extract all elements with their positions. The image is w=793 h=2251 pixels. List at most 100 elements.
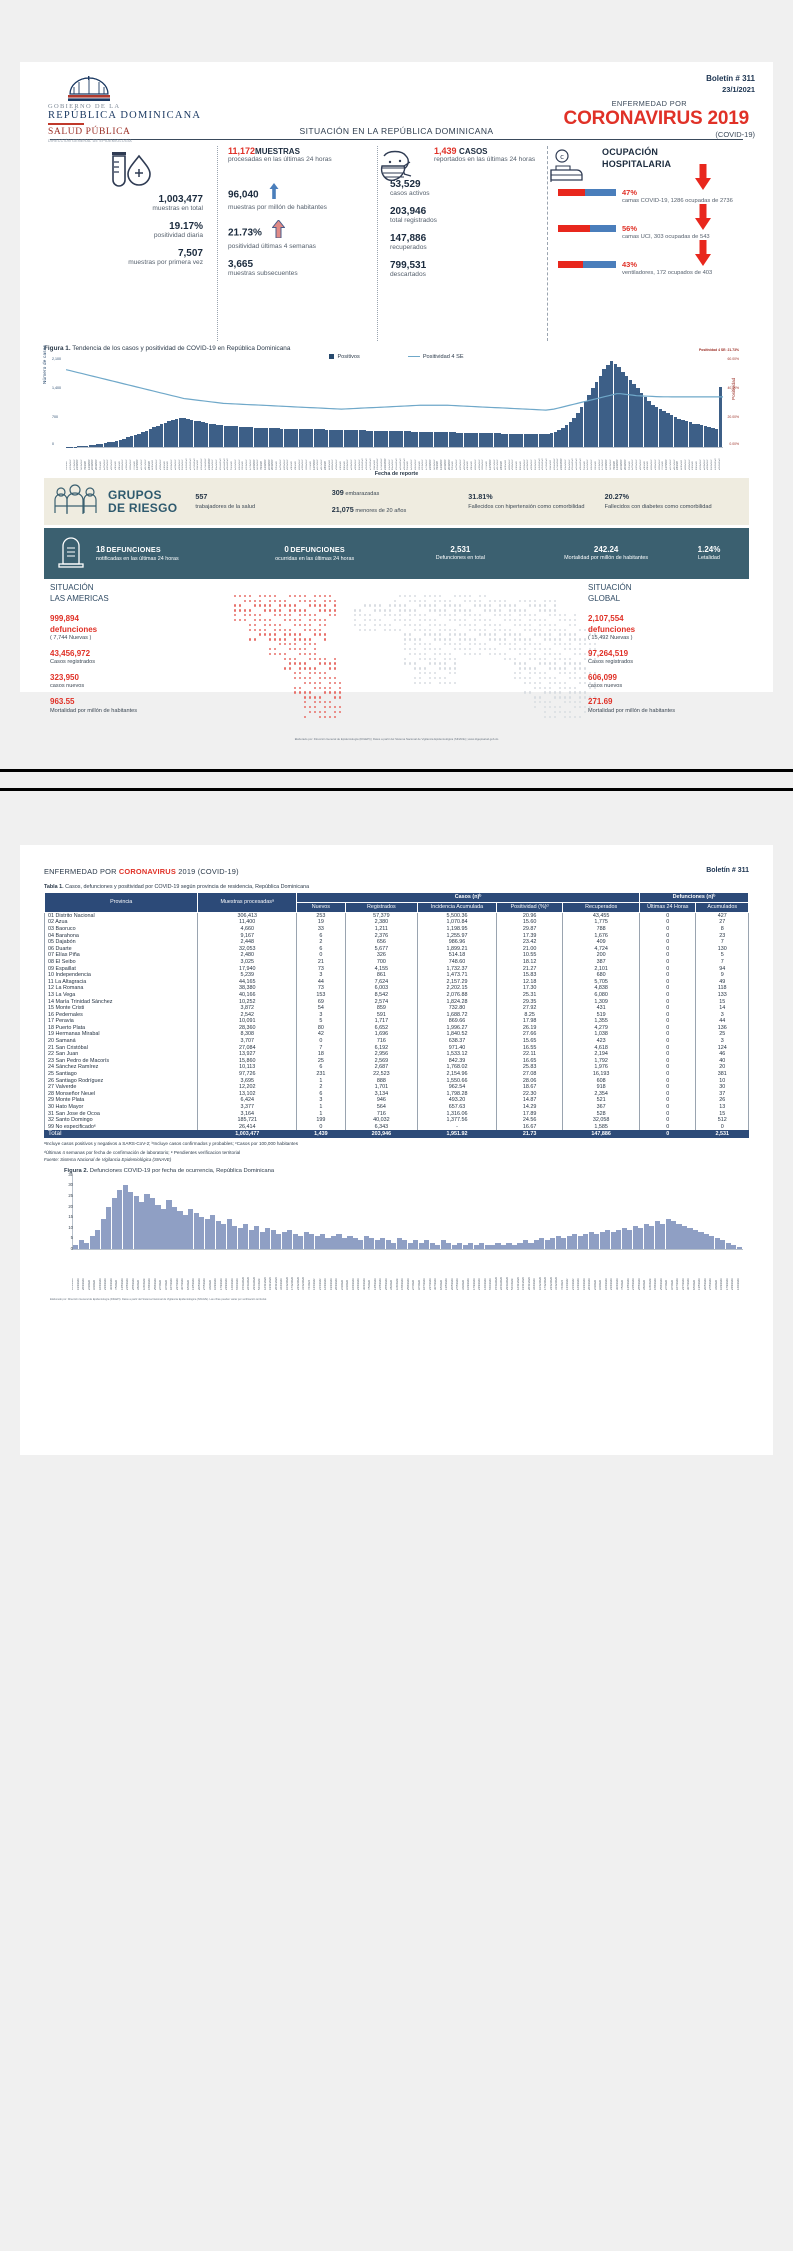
cell-provincia: 28 Monseñor Neuel	[43, 1090, 199, 1098]
table-group-header-row: Provincia Muestras procesadasᵃ Casos (n)…	[43, 892, 749, 913]
stats-column-cases: 1,439 CASOS reportados en las últimas 24…	[377, 146, 547, 341]
cell-value: 0	[638, 1103, 697, 1111]
table-row: 26 Santiago Rodríguez 3,695 1 888 1,550.66 28…	[43, 1077, 749, 1084]
cell-value: 40,032	[344, 1116, 419, 1124]
cases-unit: CASOS	[459, 147, 488, 156]
occupancy-label: camas UCI, 303 ocupadas de 543	[622, 234, 710, 241]
page2-bulletin: Boletín # 311	[706, 867, 749, 874]
cell-provincia: 08 El Seibo	[43, 958, 199, 966]
ytick: 0	[52, 442, 54, 446]
cell-value: 12.18	[495, 978, 564, 986]
table-row: 24 Sánchez Ramírez 10,113 6 2,687 1,768.02 25…	[43, 1064, 749, 1071]
cell-value: 1,473.71	[417, 971, 497, 979]
legend-item-positivos: Positivos	[329, 354, 360, 360]
risk-group-hypertension: 31.81% Fallecidos con hipertensión como c…	[468, 492, 585, 510]
cell-value: 0	[638, 978, 697, 986]
figure2-yaxis: 35 30 25 20 15 10 5 0	[59, 1172, 73, 1251]
cell-value: 0	[638, 1004, 697, 1012]
cell-value: 6,652	[344, 1024, 419, 1032]
figure2-caption: Figura 2. Defunciones COVID-19 por fecha…	[64, 1167, 275, 1174]
cell-value: 0	[638, 1123, 697, 1131]
cell-value: 1,070.84	[417, 919, 497, 926]
cell-provincia: 26 Santiago Rodríguez	[43, 1077, 199, 1084]
cases-count: 1,439	[434, 146, 457, 156]
cell-value: 5	[695, 952, 749, 959]
table-header-row: Nuevos Registrados Incidencia Acumulada …	[45, 901, 749, 913]
cell-value: 17.30	[495, 985, 564, 992]
cell-value: 859	[344, 1004, 419, 1012]
americas-mortality: 963.55 Mortalidad por millón de habitant…	[50, 697, 138, 714]
cell-provincia: 14 María Trinidad Sánchez	[43, 998, 199, 1005]
cell-value: 1,198.95	[417, 925, 497, 933]
cell-value: 0	[638, 1031, 697, 1038]
stat-value: 203,946	[390, 205, 427, 217]
cell-value: 136	[695, 1024, 749, 1032]
cell-value: 2,574	[344, 998, 419, 1005]
cell-value: 0	[638, 945, 697, 953]
cell-provincia: 29 Monte Plata	[43, 1097, 199, 1104]
ytick: 0	[70, 1245, 73, 1251]
cell-provincia: 22 San Juan	[43, 1050, 199, 1058]
cell-value: 0	[638, 958, 697, 966]
cell-value: 1,792	[562, 1057, 640, 1065]
cell-value: 2,202.15	[417, 985, 497, 992]
stats-column-hospital: c OCUPACIÓN HOSPITALARIA 47% camas	[547, 146, 747, 341]
cell-value: 4,838	[562, 985, 640, 992]
ytick-right: 0.00%	[729, 442, 739, 446]
figure1-ylabel: Número de casos	[42, 344, 47, 384]
page2-title: ENFERMEDAD POR CORONAVIRUS 2019 (COVID-1…	[44, 867, 239, 876]
logo-line-2: REPÚBLICA DOMINICANA	[48, 110, 202, 121]
cell-value: 2,101	[562, 965, 640, 972]
table-row: 03 Baoruco 4,660 33 1,211 1,198.95 29.87 788 0 8	[43, 925, 749, 933]
cell-value: 27,084	[197, 1044, 298, 1051]
cell-value: 10.55	[495, 952, 564, 959]
cell-value: 3,164	[197, 1110, 298, 1117]
cell-value: 971.40	[417, 1044, 497, 1051]
ytick-right: 20.00%	[727, 415, 740, 419]
cell-value: 69	[296, 998, 346, 1005]
arrow-up-red-icon	[271, 218, 286, 243]
cell-value: 2,157.29	[417, 978, 497, 986]
table-row: 06 Duarte 32,053 6 5,677 1,899.21 21.00 4,724 0…	[43, 945, 749, 953]
cell-value: 27.92	[495, 1004, 564, 1012]
cell-value: 18.12	[495, 958, 564, 966]
cell-value: -	[417, 1123, 497, 1131]
cell-value: 0	[638, 985, 697, 992]
cases-headline: 1,439 CASOS reportados en las últimas 24…	[434, 146, 547, 165]
masked-face-icon	[374, 148, 418, 195]
cell-value: 1,732.37	[417, 965, 497, 972]
cell-value: 1,696	[344, 1031, 419, 1038]
cell-value: 28,360	[197, 1024, 298, 1032]
cell-value: 1	[296, 1103, 346, 1111]
covid-label: (COVID-19)	[715, 130, 755, 139]
table-row: 18 Puerto Plata 28,360 80 6,652 1,996.27 26.1…	[43, 1024, 749, 1032]
cell-value: 44	[296, 978, 346, 986]
th-acumulados: Acumulados	[695, 901, 749, 913]
cell-value: 33	[296, 925, 346, 933]
bulletin-number: Boletín # 311	[706, 74, 755, 83]
figure1-xlabel: Fecha de reporte	[374, 471, 419, 477]
cell-value: 25	[296, 1057, 346, 1065]
th-group-casos: Casos (n)ᵇ	[296, 892, 640, 903]
figure1-bars	[66, 359, 723, 447]
table-body: 01 Distrito Nacional 306,413 253 57,379 5,50…	[43, 912, 749, 1138]
cell-value: 732.80	[417, 1004, 497, 1012]
cell-value: 73	[296, 985, 346, 992]
global-title-1: SITUACIÓN	[588, 583, 632, 592]
cell-value: 986.96	[417, 938, 497, 946]
cell-value: 381	[695, 1070, 749, 1078]
cell-total-value: 1,003,477	[197, 1130, 298, 1138]
risk-group-health-workers: 557 trabajadores de la salud	[195, 492, 256, 510]
cell-value: 6,424	[197, 1097, 298, 1104]
global-panel: SITUACIÓN GLOBAL 2,107,554 defunciones (…	[588, 583, 743, 721]
cell-value: 6	[296, 932, 346, 939]
ytick: 2,100	[52, 357, 61, 361]
cell-value: 22.11	[495, 1050, 564, 1058]
th-recuperados: Recuperados	[562, 901, 640, 913]
figure1-legend: Positivos Positividad 4 SE	[46, 354, 747, 360]
cell-value: 3,872	[197, 1004, 298, 1012]
cell-value: 133	[695, 991, 749, 999]
cell-value: 0	[638, 938, 697, 946]
cell-value: 21	[296, 958, 346, 966]
cases-sub: reportados en las últimas 24 horas	[434, 156, 536, 163]
